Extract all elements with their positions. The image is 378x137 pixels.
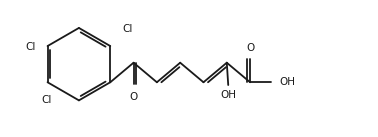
Text: OH: OH xyxy=(220,90,236,100)
Text: O: O xyxy=(129,92,138,102)
Text: OH: OH xyxy=(279,77,295,87)
Text: O: O xyxy=(246,43,254,53)
Text: Cl: Cl xyxy=(25,42,36,52)
Text: Cl: Cl xyxy=(122,25,133,35)
Text: Cl: Cl xyxy=(41,95,51,105)
